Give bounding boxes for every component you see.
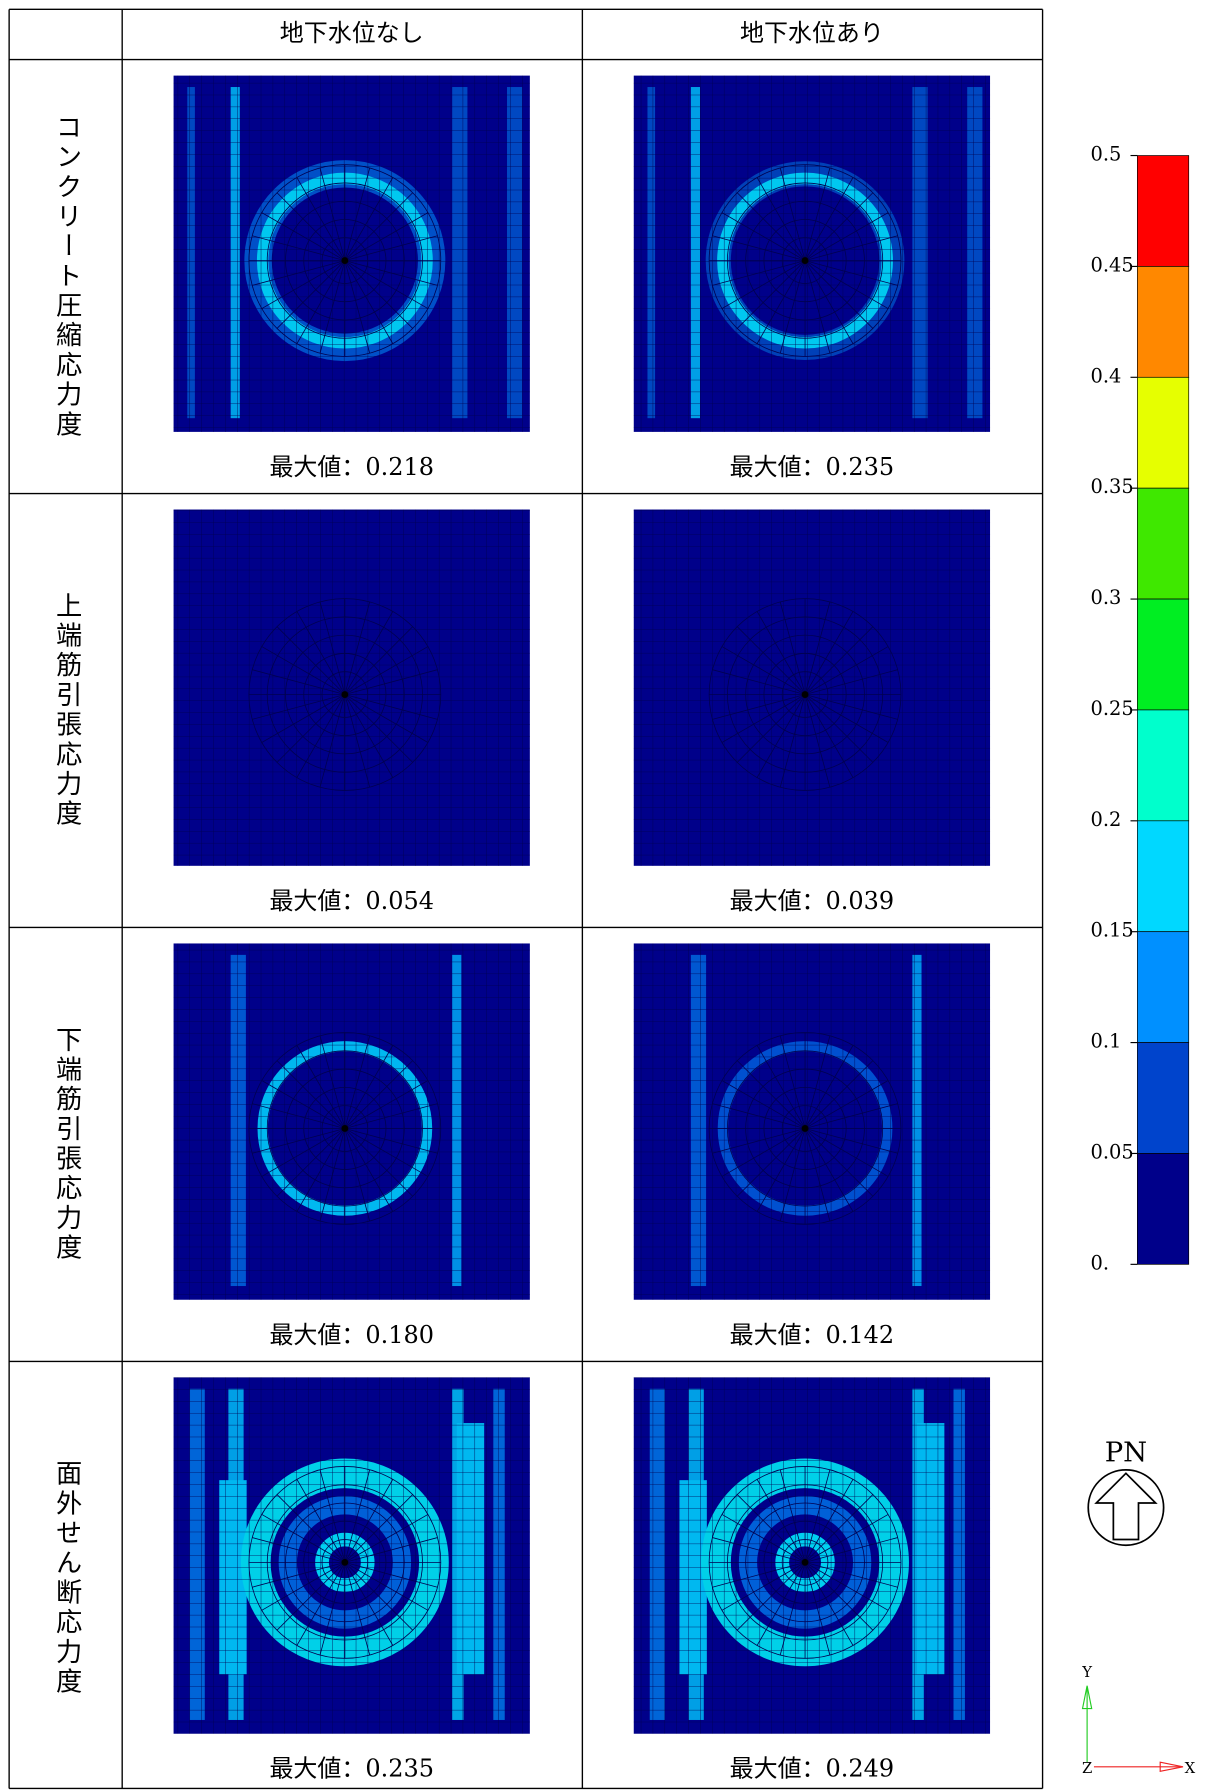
- compass-label: PN: [1105, 1437, 1147, 1468]
- plot-center: [341, 1559, 348, 1566]
- colorbar-band: [1137, 1153, 1188, 1264]
- colorbar-band: [1137, 1043, 1188, 1154]
- row-label: コンクリート圧縮応力度: [51, 113, 82, 440]
- plot-center: [802, 691, 809, 698]
- max-value: 最大値：0.249: [730, 1755, 895, 1783]
- colorbar-tick-label: 0.05: [1091, 1140, 1134, 1163]
- colorbar-band: [1137, 710, 1188, 821]
- colorbar-band: [1137, 266, 1188, 377]
- contour-plot: [174, 943, 530, 1299]
- column-header: 地下水位なし: [280, 19, 424, 47]
- max-value: 最大値：0.180: [269, 1321, 433, 1349]
- max-value: 最大値：0.235: [269, 1755, 433, 1783]
- contour-plot: [634, 510, 990, 866]
- colorbar-band: [1137, 599, 1188, 710]
- colorbar-tick-label: 0.35: [1091, 475, 1134, 498]
- plot-center: [802, 257, 809, 264]
- max-value: 最大値：0.039: [730, 887, 895, 915]
- colorbar-tick-label: 0.2: [1091, 808, 1122, 831]
- colorbar-tick-label: 0.25: [1091, 697, 1134, 720]
- contour-plot: [634, 943, 990, 1299]
- axis-label: X: [1185, 1760, 1196, 1777]
- colorbar-band: [1137, 377, 1188, 488]
- row-label: 下端筋引張応力度: [51, 1026, 82, 1264]
- plot-center: [802, 1125, 809, 1132]
- colorbar-band: [1137, 932, 1188, 1043]
- column-header: 地下水位あり: [740, 19, 884, 47]
- colorbar-tick-label: 0.45: [1091, 253, 1134, 276]
- plot-center: [341, 1125, 348, 1132]
- plot-center: [341, 257, 348, 264]
- max-value: 最大値：0.142: [730, 1321, 895, 1349]
- colorbar-band: [1137, 488, 1188, 599]
- row-label: 上端筋引張応力度: [51, 592, 82, 830]
- compass: PN: [1088, 1437, 1163, 1545]
- contour-plot: [634, 1377, 990, 1733]
- contour-plot: [634, 76, 990, 432]
- page: 地下水位なし 地下水位あり PN Y Z X コンクリート圧縮応力度最大値：0.…: [0, 0, 1215, 1791]
- max-value: 最大値：0.235: [730, 453, 895, 481]
- colorbar-tick-label: 0.3: [1091, 586, 1122, 609]
- colorbar-tick-label: 0.4: [1091, 364, 1122, 387]
- plot-center: [341, 691, 348, 698]
- max-value: 最大値：0.218: [269, 453, 433, 481]
- contour-plot: [174, 76, 530, 432]
- colorbar-tick-label: 0.5: [1091, 143, 1122, 166]
- axis-triad: Y Z X: [1081, 1664, 1195, 1777]
- row-label: 面外せん断応力度: [51, 1460, 82, 1698]
- contour-plot: [174, 510, 530, 866]
- plot-center: [802, 1559, 809, 1566]
- colorbar-band: [1137, 821, 1188, 932]
- colorbar-band: [1137, 156, 1188, 267]
- contour-plot: [174, 1377, 530, 1733]
- colorbar-tick-label: 0.: [1091, 1251, 1110, 1274]
- colorbar-tick-label: 0.15: [1091, 919, 1134, 942]
- axis-label: Y: [1081, 1664, 1092, 1681]
- max-value: 最大値：0.054: [269, 887, 433, 915]
- colorbar-tick-label: 0.1: [1091, 1030, 1122, 1053]
- axis-label: Z: [1082, 1760, 1092, 1777]
